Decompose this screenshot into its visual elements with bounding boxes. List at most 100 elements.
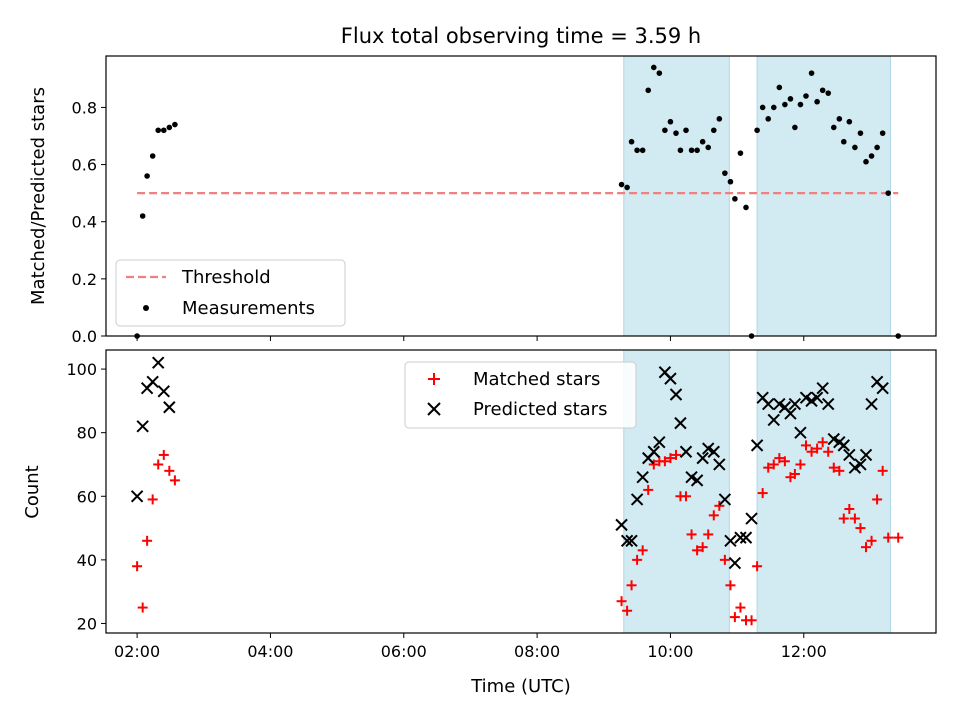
matched-star-marker	[719, 554, 730, 565]
predicted-star-marker	[767, 413, 780, 427]
matched-star-marker	[714, 500, 725, 511]
measurement-point	[149, 153, 156, 159]
measurement-point	[874, 144, 880, 151]
predicted-star-marker	[822, 397, 835, 411]
predicted-star-marker	[810, 391, 824, 404]
measurement-point	[624, 184, 630, 191]
x-tick-label: 12:00	[781, 642, 827, 661]
matched-star-marker	[752, 561, 763, 572]
matched-star-marker	[735, 602, 746, 613]
matched-star-marker	[828, 462, 839, 473]
measurement-point	[808, 70, 815, 76]
y-tick-label: 20	[77, 614, 97, 633]
matched-star-marker	[681, 491, 691, 502]
predicted-star-marker	[718, 493, 732, 506]
matched-star-marker	[132, 561, 143, 572]
measurement-point	[732, 196, 738, 202]
measurement-point	[656, 70, 663, 76]
matched-star-marker	[169, 475, 180, 486]
predicted-star-marker	[674, 416, 687, 430]
matched-star-marker	[768, 459, 779, 470]
measurement-point	[836, 116, 843, 122]
ratio-panel: 0.00.20.40.60.8 Matched/Predicted stars …	[28, 55, 937, 346]
measurement-point	[770, 104, 777, 111]
measurement-point	[699, 138, 706, 145]
ratio-y-ticks: 0.0 0.2 0.4 0.6 0.8	[72, 98, 106, 346]
measurements-legend-swatch	[143, 305, 149, 311]
measurement-point	[160, 127, 167, 134]
predicted-star-marker	[157, 385, 170, 398]
predicted-star-marker	[163, 401, 176, 414]
matched-star-marker	[692, 545, 703, 556]
measurement-point	[879, 130, 886, 136]
predicted-star-marker	[784, 407, 797, 420]
matched-star-marker	[622, 605, 633, 616]
predicted-star-marker	[724, 534, 737, 547]
measurement-point	[639, 147, 646, 154]
matched-star-marker	[137, 602, 148, 613]
predicted-star-marker	[696, 451, 709, 465]
predicted-star-marker	[843, 448, 856, 462]
y-tick-label: 0.8	[72, 98, 97, 117]
measurement-point	[782, 101, 788, 108]
matched-star-marker	[823, 446, 834, 457]
matched-star-marker	[861, 542, 871, 553]
matched-star-marker	[164, 465, 175, 476]
y-tick-label: 80	[77, 424, 97, 443]
matched-star-marker	[697, 542, 708, 553]
matched-star-marker	[671, 449, 681, 460]
predicted-star-marker	[620, 534, 634, 547]
count-y-ticks: 20 40 60 80 100	[66, 360, 106, 633]
predicted-star-marker	[625, 534, 638, 547]
chart-title: Flux total observing time = 3.59 h	[341, 24, 701, 48]
measurement-point	[673, 130, 679, 136]
matched-star-marker	[872, 494, 883, 505]
measurement-point	[787, 96, 794, 102]
predicted-star-marker	[615, 518, 628, 532]
measurement-point	[814, 98, 820, 105]
matched-points	[132, 437, 904, 626]
predicted-star-marker	[707, 445, 720, 458]
measurement-points	[134, 64, 902, 339]
measurement-point	[863, 158, 869, 165]
observing-band-1	[756, 349, 891, 634]
y-tick-label: 0.6	[72, 156, 97, 175]
matched-star-marker	[708, 510, 719, 521]
matched-legend-swatch	[428, 373, 440, 385]
matched-star-marker	[142, 535, 153, 546]
x-tick-label: 02:00	[114, 642, 160, 661]
predicted-points	[130, 356, 889, 570]
matched-star-marker	[158, 449, 169, 460]
y-tick-label: 40	[77, 551, 97, 570]
matched-star-marker	[626, 580, 637, 591]
matched-star-marker	[637, 545, 648, 556]
predicted-star-marker	[728, 556, 742, 570]
matched-star-marker	[665, 453, 676, 464]
matched-star-marker	[838, 513, 849, 524]
predicted-star-marker	[664, 372, 677, 385]
x-tick-label: 08:00	[514, 642, 560, 661]
ratio-legend-box	[115, 259, 346, 327]
count-legend: Matched stars Predicted stars	[404, 361, 637, 429]
matched-star-marker	[632, 554, 643, 565]
measurement-point	[797, 101, 804, 108]
ratio-legend: Threshold Measurements	[115, 259, 346, 327]
predicted-star-marker	[788, 397, 802, 411]
measurement-point	[846, 118, 853, 125]
predicted-star-marker	[136, 420, 149, 433]
observing-band-1	[756, 55, 891, 337]
measurement-point	[705, 144, 712, 151]
measurement-point	[792, 124, 798, 131]
matched-star-marker	[763, 462, 774, 473]
count-x-ticks: 02:00 04:00 06:00 08:00 10:00 12:00	[114, 633, 827, 661]
observing-band-0	[623, 349, 730, 634]
matched-star-marker	[147, 494, 158, 505]
count-panel: 20 40 60 80 100 02:00 04:00 06:00 08:00 10:00 12:…	[22, 349, 937, 697]
count-legend-box	[404, 361, 637, 429]
x-tick-label: 06:00	[381, 642, 427, 661]
predicted-star-marker	[865, 397, 878, 411]
predicted-star-marker	[816, 381, 829, 395]
predicted-star-marker	[794, 426, 807, 439]
ratio-bands	[623, 55, 891, 337]
